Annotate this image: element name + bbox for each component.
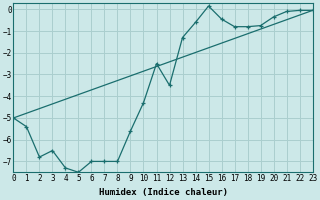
X-axis label: Humidex (Indice chaleur): Humidex (Indice chaleur) bbox=[99, 188, 228, 197]
